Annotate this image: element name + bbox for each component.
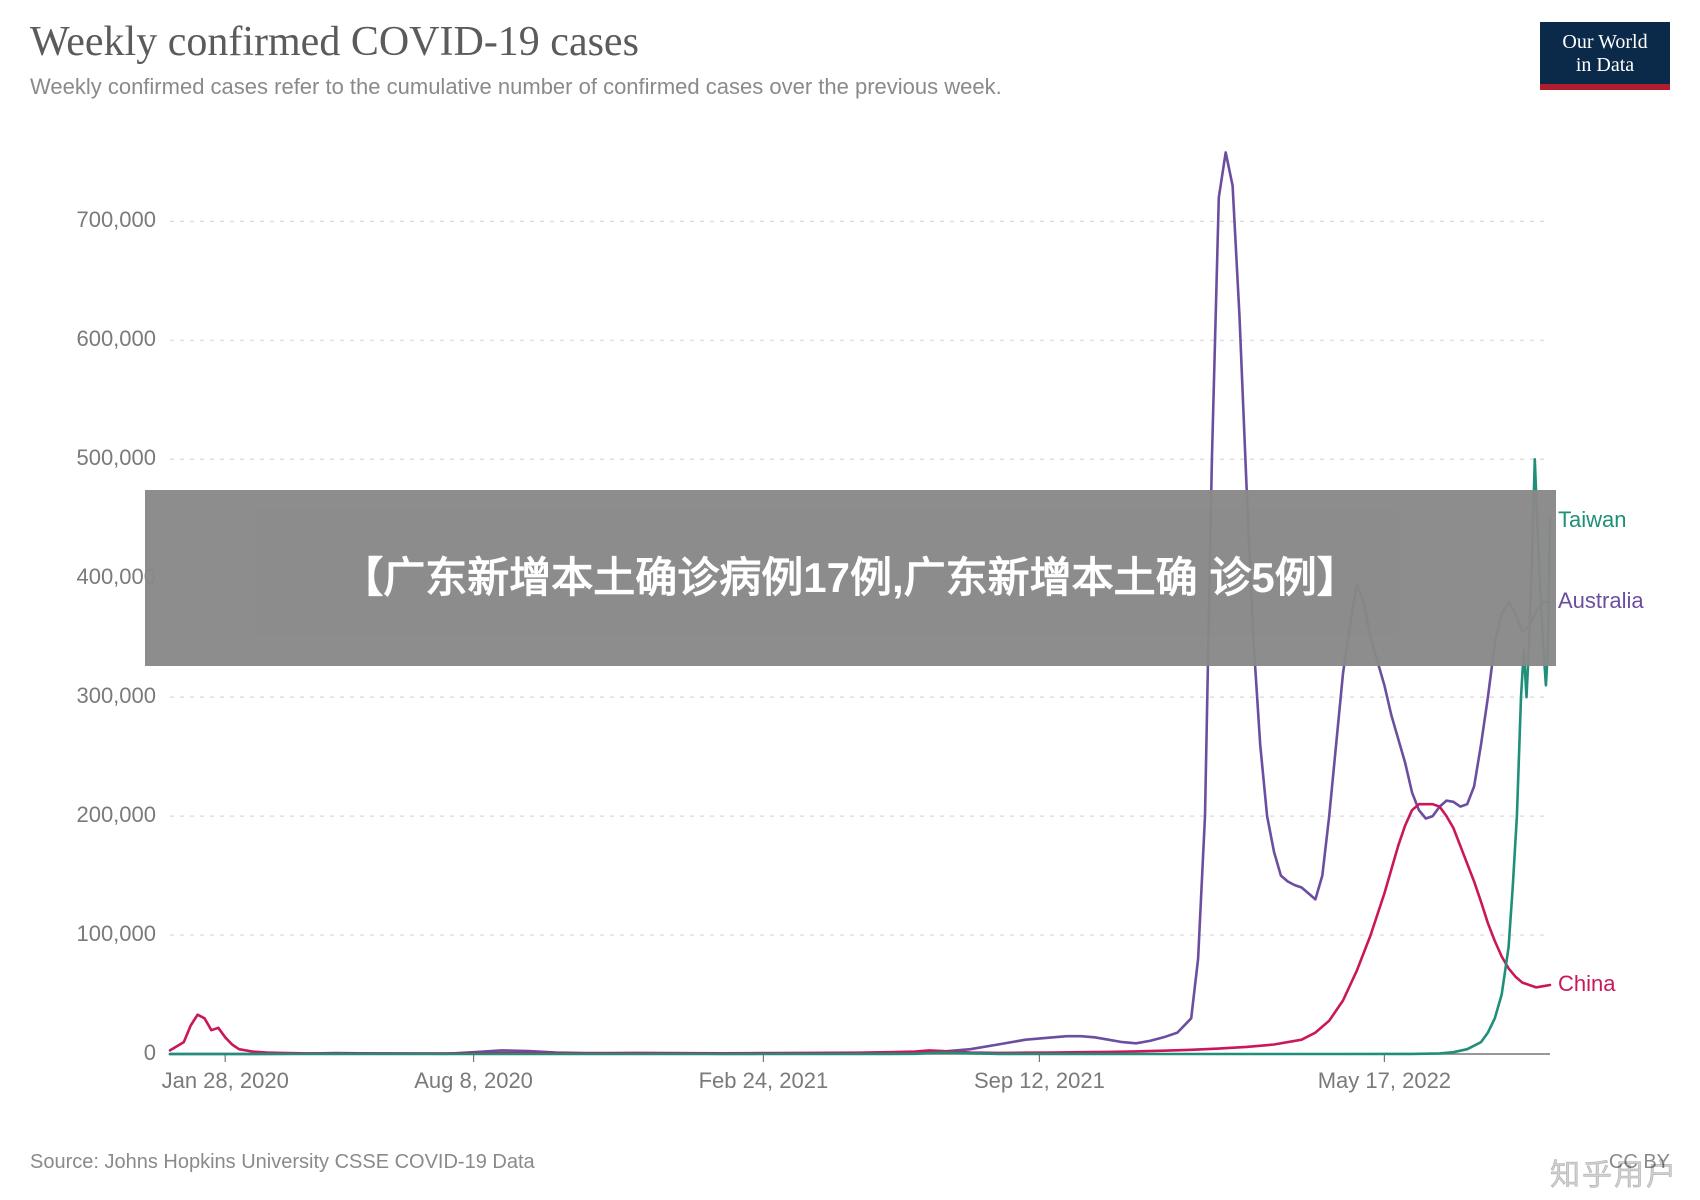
series-label-china: China — [1558, 971, 1616, 996]
y-tick-label: 200,000 — [76, 802, 156, 827]
logo-line2: in Data — [1576, 54, 1634, 76]
x-tick-label: Aug 8, 2020 — [414, 1068, 533, 1093]
chart-subtitle: Weekly confirmed cases refer to the cumu… — [30, 74, 1520, 100]
logo-line1: Our World — [1562, 31, 1647, 53]
y-tick-label: 100,000 — [76, 921, 156, 946]
x-tick-label: Sep 12, 2021 — [974, 1068, 1105, 1093]
source-credit: Source: Johns Hopkins University CSSE CO… — [30, 1151, 535, 1174]
y-tick-label: 700,000 — [76, 207, 156, 232]
x-tick-label: Feb 24, 2021 — [699, 1068, 829, 1093]
zhihu-watermark: 知乎用户 — [1550, 1150, 1678, 1194]
x-tick-label: Jan 28, 2020 — [162, 1068, 289, 1093]
series-china — [170, 804, 1550, 1053]
y-tick-label: 0 — [144, 1040, 156, 1065]
x-tick-label: May 17, 2022 — [1318, 1068, 1451, 1093]
owid-logo: Our World in Data — [1540, 22, 1670, 90]
y-tick-label: 600,000 — [76, 326, 156, 351]
overlay-text: 【广东新增本土确诊病例17例,广东新增本土确 诊5例】 — [341, 550, 1358, 607]
chart-title: Weekly confirmed COVID-19 cases — [30, 18, 1520, 66]
y-tick-label: 300,000 — [76, 683, 156, 708]
chart-header: Weekly confirmed COVID-19 cases Weekly c… — [30, 18, 1520, 100]
overlay-banner: 【广东新增本土确诊病例17例,广东新增本土确 诊5例】 — [145, 490, 1556, 666]
series-label-taiwan: Taiwan — [1558, 507, 1626, 532]
series-label-australia: Australia — [1558, 588, 1644, 613]
y-tick-label: 500,000 — [76, 445, 156, 470]
